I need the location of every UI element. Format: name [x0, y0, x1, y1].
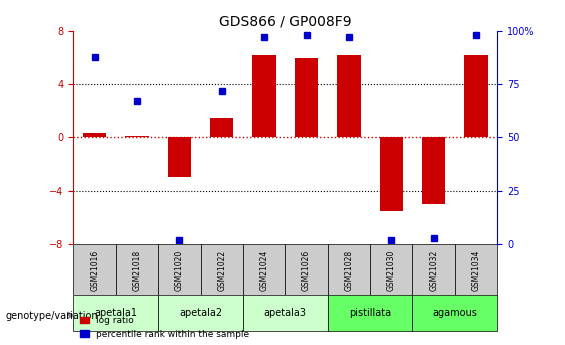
Text: apetala3: apetala3: [264, 308, 307, 318]
FancyBboxPatch shape: [73, 244, 116, 295]
Bar: [295, 58, 318, 138]
Text: GSM21034: GSM21034: [472, 250, 480, 292]
FancyBboxPatch shape: [455, 244, 497, 295]
Text: GSM21022: GSM21022: [218, 250, 226, 291]
Bar: [210, 118, 233, 138]
FancyBboxPatch shape: [285, 244, 328, 295]
Text: pistillata: pistillata: [349, 308, 391, 318]
Text: agamous: agamous: [432, 308, 477, 318]
Text: GSM21030: GSM21030: [387, 250, 396, 292]
FancyBboxPatch shape: [243, 295, 328, 331]
Bar: [464, 55, 488, 138]
FancyBboxPatch shape: [328, 295, 412, 331]
Legend: log ratio, percentile rank within the sample: log ratio, percentile rank within the sa…: [78, 314, 251, 341]
Text: GSM21032: GSM21032: [429, 250, 438, 291]
Bar: [168, 138, 191, 177]
Bar: [337, 55, 360, 138]
Text: apetala1: apetala1: [94, 308, 137, 318]
Text: GSM21024: GSM21024: [260, 250, 268, 291]
Text: GSM21020: GSM21020: [175, 250, 184, 291]
Bar: [253, 55, 276, 138]
FancyBboxPatch shape: [201, 244, 243, 295]
Title: GDS866 / GP008F9: GDS866 / GP008F9: [219, 14, 351, 29]
FancyBboxPatch shape: [73, 295, 158, 331]
Bar: [380, 138, 403, 211]
Text: apetala2: apetala2: [179, 308, 222, 318]
Text: GSM21028: GSM21028: [345, 250, 353, 291]
Bar: [83, 134, 106, 138]
FancyBboxPatch shape: [370, 244, 412, 295]
Text: genotype/variation: genotype/variation: [6, 311, 98, 321]
FancyBboxPatch shape: [243, 244, 285, 295]
FancyBboxPatch shape: [412, 295, 497, 331]
Text: GSM21018: GSM21018: [133, 250, 141, 291]
Bar: [422, 138, 445, 204]
FancyBboxPatch shape: [328, 244, 370, 295]
Text: GSM21026: GSM21026: [302, 250, 311, 291]
Text: GSM21016: GSM21016: [90, 250, 99, 291]
FancyBboxPatch shape: [116, 244, 158, 295]
FancyBboxPatch shape: [158, 295, 243, 331]
FancyBboxPatch shape: [412, 244, 455, 295]
FancyBboxPatch shape: [158, 244, 201, 295]
Bar: [125, 136, 149, 138]
